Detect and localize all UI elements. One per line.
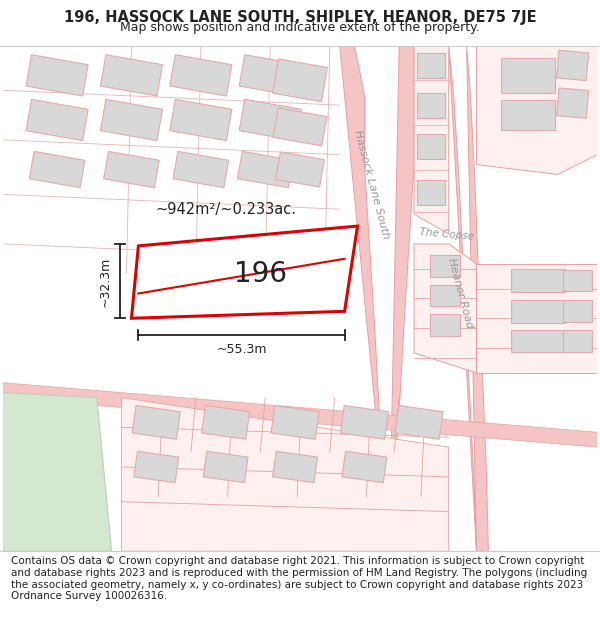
Text: ~55.3m: ~55.3m: [216, 343, 267, 356]
Polygon shape: [100, 99, 163, 141]
Polygon shape: [273, 108, 327, 146]
Polygon shape: [275, 152, 325, 187]
Polygon shape: [430, 284, 460, 306]
Polygon shape: [417, 53, 445, 78]
Polygon shape: [511, 269, 565, 292]
Polygon shape: [104, 151, 159, 188]
Polygon shape: [511, 300, 565, 322]
Polygon shape: [203, 451, 248, 482]
Text: The Copse: The Copse: [419, 227, 475, 241]
Polygon shape: [449, 46, 488, 551]
Text: 196: 196: [234, 259, 287, 288]
Polygon shape: [271, 406, 319, 439]
Polygon shape: [239, 55, 301, 96]
Text: Contains OS data © Crown copyright and database right 2021. This information is : Contains OS data © Crown copyright and d…: [11, 556, 587, 601]
Polygon shape: [501, 58, 555, 92]
Polygon shape: [272, 451, 317, 482]
Text: 196, HASSOCK LANE SOUTH, SHIPLEY, HEANOR, DE75 7JE: 196, HASSOCK LANE SOUTH, SHIPLEY, HEANOR…: [64, 10, 536, 25]
Text: ~942m²/~0.233ac.: ~942m²/~0.233ac.: [155, 202, 296, 217]
Polygon shape: [417, 180, 445, 205]
Polygon shape: [26, 99, 88, 141]
Polygon shape: [100, 55, 163, 96]
Polygon shape: [132, 406, 180, 439]
Polygon shape: [340, 406, 388, 439]
Text: Hassock Lane South: Hassock Lane South: [352, 129, 391, 240]
Polygon shape: [202, 406, 250, 439]
Polygon shape: [173, 151, 229, 188]
Polygon shape: [563, 330, 592, 352]
Polygon shape: [29, 151, 85, 188]
Polygon shape: [395, 406, 443, 439]
Polygon shape: [557, 88, 589, 118]
Polygon shape: [430, 255, 460, 277]
Polygon shape: [342, 451, 387, 482]
Polygon shape: [131, 226, 358, 318]
Text: ~32.3m: ~32.3m: [98, 256, 112, 307]
Polygon shape: [170, 55, 232, 96]
Polygon shape: [238, 151, 293, 188]
Polygon shape: [272, 59, 328, 102]
Text: Heanor Road: Heanor Road: [446, 257, 475, 330]
Polygon shape: [134, 451, 179, 482]
Polygon shape: [476, 264, 598, 372]
Polygon shape: [2, 392, 112, 551]
Polygon shape: [340, 46, 414, 551]
Polygon shape: [417, 134, 445, 159]
Polygon shape: [501, 100, 555, 130]
Polygon shape: [563, 269, 592, 291]
Polygon shape: [563, 301, 592, 322]
Polygon shape: [417, 92, 445, 118]
Polygon shape: [239, 99, 301, 141]
Text: Map shows position and indicative extent of the property.: Map shows position and indicative extent…: [120, 21, 480, 34]
Polygon shape: [557, 51, 589, 81]
Polygon shape: [430, 314, 460, 336]
Polygon shape: [414, 46, 449, 234]
Polygon shape: [511, 329, 565, 352]
Polygon shape: [2, 382, 598, 447]
Polygon shape: [170, 99, 232, 141]
Polygon shape: [476, 46, 598, 174]
Polygon shape: [122, 398, 449, 551]
Polygon shape: [414, 244, 476, 372]
Polygon shape: [26, 55, 88, 96]
